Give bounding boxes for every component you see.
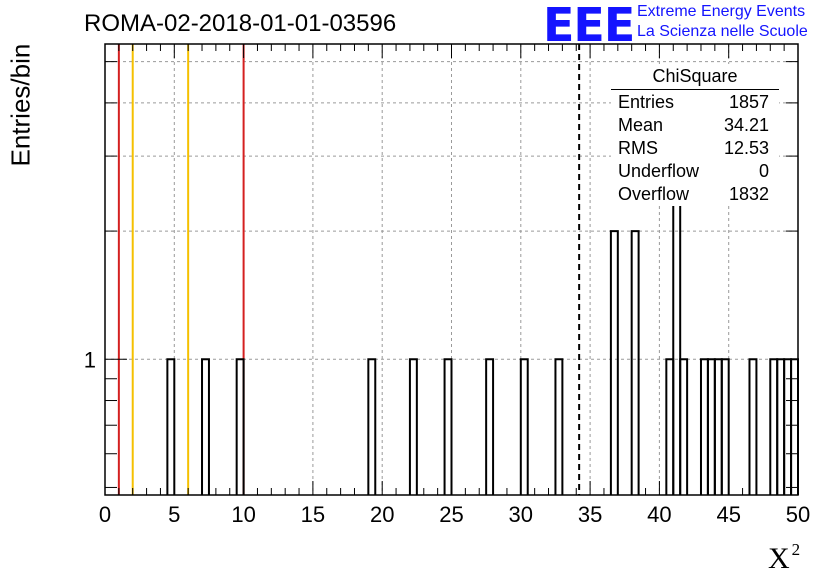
stats-value: 1857 xyxy=(728,92,769,112)
x-tick-label: 5 xyxy=(168,502,180,527)
eee-logo-mark: EEE xyxy=(543,0,635,52)
histogram-bin xyxy=(748,358,758,495)
histogram-bin xyxy=(201,358,210,495)
stats-value: 12.53 xyxy=(723,138,769,158)
x-tick-label: 50 xyxy=(786,502,810,527)
histogram-bin xyxy=(519,358,529,495)
x-axis-label-base: X xyxy=(768,542,790,575)
histogram-bin xyxy=(679,358,689,495)
reference-lines xyxy=(117,44,581,495)
y-axis-label: Entries/bin xyxy=(5,43,36,167)
histogram-bins xyxy=(166,155,799,495)
histogram-bin xyxy=(554,358,564,495)
axis-ticks: 10 5 10 15 20 25 30 35 40 45 50 xyxy=(84,44,810,527)
stats-box-title: ChiSquare xyxy=(611,64,779,90)
plot-frame xyxy=(104,43,799,496)
logo-caption-line1: Extreme Energy Events xyxy=(637,3,806,20)
stats-value: 34.21 xyxy=(723,115,769,135)
y-tick-label: 1 xyxy=(84,347,96,372)
stats-label: Overflow xyxy=(618,184,690,204)
x-tick-label: 15 xyxy=(301,502,325,527)
histogram-bin xyxy=(720,358,730,495)
stats-label: Underflow xyxy=(618,161,700,181)
stats-label: RMS xyxy=(618,138,658,158)
histogram-bin xyxy=(630,230,640,495)
x-tick-label: 20 xyxy=(370,502,394,527)
histogram-bin xyxy=(713,358,723,495)
stats-row-rms: RMS 12.53 xyxy=(611,137,779,160)
stats-box: ChiSquare Entries 1857 Mean 34.21 RMS 12.53… xyxy=(611,64,779,206)
histogram-bin xyxy=(609,230,619,495)
histogram-bin xyxy=(706,358,716,495)
x-tick-label: 45 xyxy=(716,502,740,527)
x-tick-label: 25 xyxy=(439,502,463,527)
page-title: ROMA-02-2018-01-01-03596 xyxy=(84,10,397,37)
x-tick-label: 35 xyxy=(578,502,602,527)
histogram-bin xyxy=(699,358,709,495)
histogram-bin xyxy=(485,358,495,495)
stats-row-entries: Entries 1857 xyxy=(611,91,779,114)
histogram-bin xyxy=(769,358,779,495)
stats-value: 0 xyxy=(758,161,769,181)
stats-row-mean: Mean 34.21 xyxy=(611,114,779,137)
x-tick-label: 0 xyxy=(99,502,111,527)
x-tick-label: 40 xyxy=(647,502,671,527)
histogram-bin xyxy=(166,358,176,495)
stats-label: Mean xyxy=(618,115,664,135)
histogram-bin xyxy=(672,155,682,495)
stats-row-underflow: Underflow 0 xyxy=(611,160,779,183)
histogram-bin xyxy=(665,358,675,495)
histogram-bin xyxy=(408,358,418,495)
logo-caption-line2: La Scienza nelle Scuole xyxy=(637,23,808,40)
histogram-bin xyxy=(783,358,793,495)
histogram-bin xyxy=(235,358,245,495)
stats-label: Entries xyxy=(618,92,675,112)
stats-value: 1832 xyxy=(728,184,769,204)
x-tick-label: 30 xyxy=(509,502,533,527)
stats-row-overflow: Overflow 1832 xyxy=(611,183,779,206)
x-axis-label-superscript: 2 xyxy=(791,540,801,559)
x-tick-label: 10 xyxy=(231,502,255,527)
histogram-bin xyxy=(790,358,799,495)
histogram-bin xyxy=(776,358,786,495)
histogram-bin xyxy=(443,358,453,495)
histogram-bin xyxy=(367,358,377,495)
